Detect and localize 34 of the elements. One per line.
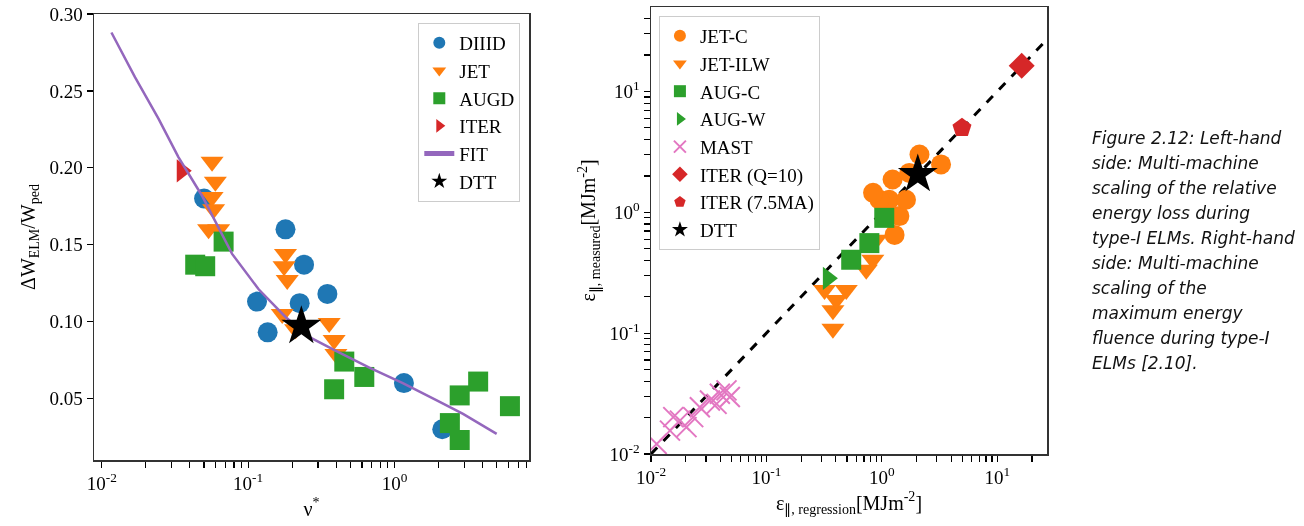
y-tick-label: 0.10	[49, 311, 83, 333]
x-tick-label: 10$^{-1}$	[751, 464, 782, 489]
y-tick-label: 10$^{-2}$	[609, 440, 640, 465]
x-tick-label: 10$^{-2}$	[86, 470, 117, 495]
legend-label: JET	[459, 60, 491, 82]
x-tick-label: 10$^{-1}$	[233, 470, 264, 495]
y-tick-label: 0.30	[49, 3, 83, 25]
y-tick-label: 10$^{0}$	[614, 198, 641, 223]
legend-label: ITER	[459, 116, 502, 138]
x-tick-label: 10$^{1}$	[984, 464, 1011, 489]
legend-label: AUG-W	[699, 109, 766, 131]
y-tick-label: 0.15	[49, 234, 83, 256]
y-tick-label: 10$^{-1}$	[609, 319, 640, 344]
y-tick-label: 0.20	[49, 157, 83, 179]
y-tick-label: 0.25	[49, 80, 83, 102]
x-tick-label: 10$^{-2}$	[635, 464, 667, 489]
y-tick-label: 0.05	[49, 388, 83, 410]
legend-label: DIIID	[459, 33, 506, 55]
legend-label: DTT	[459, 171, 497, 193]
x-tick-label: 10$^{0}$	[868, 464, 895, 489]
legend-label: JET-C	[699, 26, 748, 48]
y-tick-label: 10$^{1}$	[614, 78, 640, 103]
legend-label: MAST	[699, 137, 754, 158]
legend-label: AUG-C	[699, 81, 761, 103]
x-axis-title: ν$^{*}$	[303, 495, 320, 520]
legend-label: AUGD	[459, 88, 515, 110]
text: Figure 2.12: Left-hand side: Multi-machine scaling of the relative energy loss during type-I ELMs. Right-hand side: Multi-machine scaling of the maximum energy fluence during type-I ELMs [2.10].	[1092, 128, 1295, 373]
legend-label: DTT	[699, 220, 738, 242]
legend-label: ITER (7.5MA)	[699, 192, 814, 215]
legend-label: ITER (Q=10)	[699, 164, 803, 187]
x-axis-title: ε$_{∥, regression}$[MJm$^{-2}$]	[775, 489, 923, 517]
legend-label: FIT	[459, 143, 489, 165]
x-tick-label: 10$^{0}$	[381, 470, 408, 495]
legend-label: JET-ILW	[699, 53, 770, 75]
